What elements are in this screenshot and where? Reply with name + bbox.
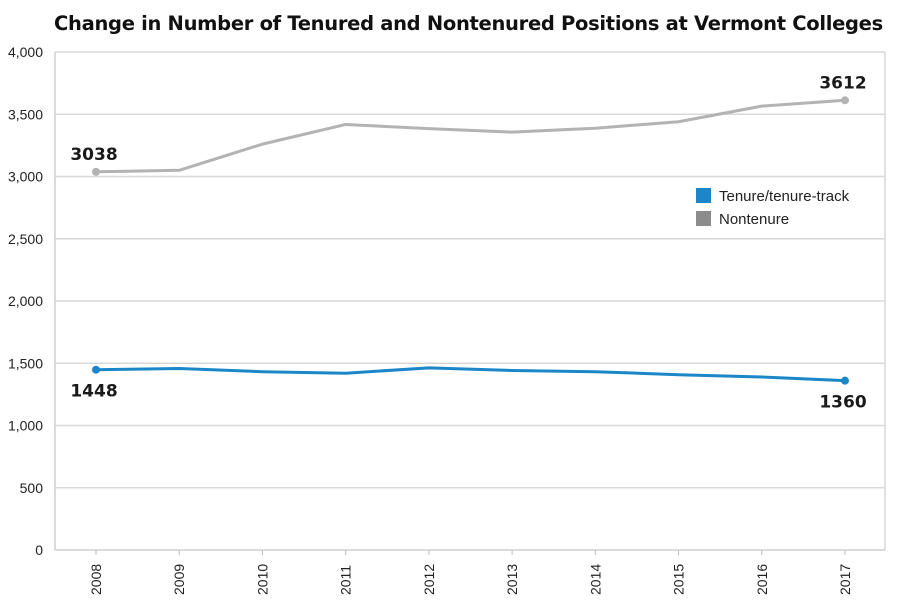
y-tick-label: 2,500 (8, 231, 43, 247)
x-tick-label: 2014 (587, 564, 603, 595)
series-lines (92, 96, 849, 385)
y-tick-label: 2,000 (8, 293, 43, 309)
y-tick-label: 3,500 (8, 106, 43, 122)
data-label-tenure-tenure-track: 1360 (819, 393, 866, 413)
data-point-tenure-tenure-track (841, 376, 849, 385)
y-tick-label: 3,000 (8, 169, 43, 185)
data-point-nontenure (92, 167, 100, 176)
x-tick-label: 2009 (171, 564, 187, 595)
legend: Tenure/tenure-track Nontenure (696, 188, 850, 228)
data-labels: 1448 1360 3038 3612 (70, 73, 866, 412)
axes: 0 500 1,000 1,500 2,000 2,500 3,000 3,500 4,000 2… (8, 44, 885, 595)
x-tick-label: 2015 (671, 564, 687, 595)
data-point-nontenure (841, 96, 849, 105)
data-label-tenure-tenure-track: 1448 (70, 382, 117, 402)
x-tick-label: 2016 (754, 564, 770, 595)
x-tick-label: 2017 (837, 564, 853, 595)
y-tick-label: 1,500 (8, 355, 43, 371)
data-label-nontenure: 3038 (70, 145, 117, 165)
legend-swatch-nontenure (696, 211, 711, 226)
legend-label-nontenure: Nontenure (719, 211, 789, 228)
chart-title: Change in Number of Tenured and Nontenur… (54, 12, 883, 35)
data-label-nontenure: 3612 (819, 73, 866, 93)
legend-label-tenure-tenure-track: Tenure/tenure-track (719, 188, 850, 205)
x-tick-label: 2011 (338, 565, 354, 595)
legend-swatch-tenure-tenure-track (696, 188, 711, 203)
y-tick-label: 0 (35, 542, 43, 558)
y-tick-label: 500 (20, 480, 44, 496)
x-tick-label: 2008 (88, 564, 104, 595)
data-point-tenure-tenure-track (92, 365, 100, 374)
x-tick-label: 2010 (254, 564, 270, 595)
y-tick-label: 4,000 (8, 44, 43, 60)
grid-lines (55, 51, 886, 550)
series-line-tenure-tenure-track (94, 366, 847, 383)
x-tick-label: 2012 (421, 564, 437, 595)
x-tick-label: 2013 (504, 564, 520, 595)
y-tick-label: 1,000 (8, 418, 43, 434)
series-line-nontenure (94, 98, 847, 174)
